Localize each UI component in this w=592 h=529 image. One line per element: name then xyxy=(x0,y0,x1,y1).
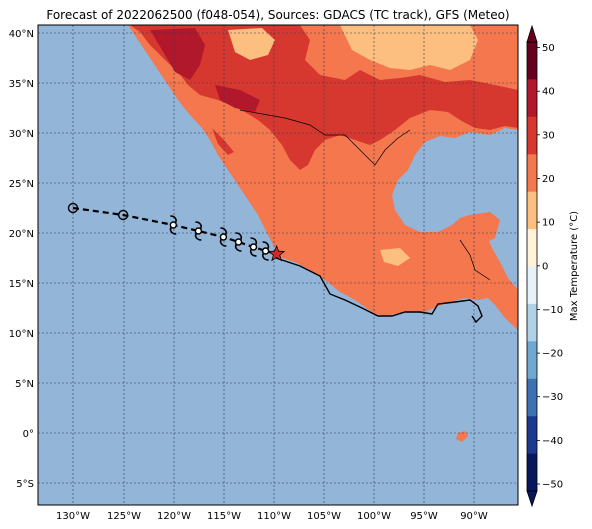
land-mild-patch xyxy=(380,248,410,266)
hurricane-symbol-icon xyxy=(219,227,228,247)
colorbar-tick-label: 30 xyxy=(542,130,555,141)
red-star-icon xyxy=(267,244,286,262)
land-yucatan xyxy=(455,212,500,245)
colorbar-segment xyxy=(527,416,537,455)
map-title: Forecast of 2022062500 (f048-054), Sourc… xyxy=(46,8,509,22)
grid-lines xyxy=(38,25,518,505)
lat-tick-label: 35°N xyxy=(9,79,34,90)
hurricane-symbol-icon xyxy=(249,237,258,257)
hurricane-symbol-icon xyxy=(194,221,203,241)
borders xyxy=(239,109,491,281)
hurricane-symbol-icon xyxy=(169,215,178,235)
lon-tick-label: 95°W xyxy=(410,511,438,522)
colorbar-tick-label: −50 xyxy=(542,480,563,491)
hurricane-symbol-center xyxy=(169,221,178,229)
land-mild-patch xyxy=(340,25,478,70)
colorbar-segment xyxy=(527,341,537,380)
hurricane-symbol-center xyxy=(261,247,270,255)
hurricane-symbol-center xyxy=(249,243,258,251)
colorbar-tick-label: 0 xyxy=(542,261,548,272)
colorbar-segment xyxy=(527,154,537,193)
colorbar-segment xyxy=(527,42,537,80)
hurricane-symbol-center xyxy=(219,233,228,241)
colorbar-tick-label: 50 xyxy=(542,43,555,54)
lon-tick-label: 120°W xyxy=(157,511,191,522)
lon-tick-labels: 130°W 125°W 120°W 115°W 110°W 105°W 100°… xyxy=(56,511,488,522)
lon-tick-label: 105°W xyxy=(307,511,341,522)
lon-tick-label: 130°W xyxy=(56,511,90,522)
colorbar-segment xyxy=(527,378,537,417)
lat-tick-label: 5°S xyxy=(16,479,34,490)
lat-tick-label: 0° xyxy=(23,429,34,440)
colorbar-tick-label: −20 xyxy=(542,349,563,360)
colorbar-top-arrow xyxy=(526,24,538,43)
colorbar-segment xyxy=(527,266,537,305)
hurricane-symbol-icon xyxy=(234,232,243,252)
land-very-hot-patch xyxy=(215,85,260,112)
lat-tick-label: 20°N xyxy=(9,229,34,240)
track-past-point xyxy=(117,209,129,221)
hurricane-symbol-icon xyxy=(261,241,270,261)
hurricane-symbol-center xyxy=(234,238,243,246)
colorbar-segment xyxy=(527,303,537,342)
plot-frame xyxy=(37,24,519,506)
track-past-point xyxy=(67,202,79,214)
land-galapagos xyxy=(456,431,468,442)
hurricane-symbol-center xyxy=(194,227,203,235)
lat-tick-label: 40°N xyxy=(9,29,34,40)
colorbar-tick-label: 20 xyxy=(542,174,555,185)
lon-tick-label: 90°W xyxy=(460,511,488,522)
colorbar: 50 40 30 20 10 0 −10 −20 −30 −40 −50 Max Temperatu… xyxy=(526,24,580,508)
lat-tick-label: 15°N xyxy=(9,279,34,290)
lon-tick-label: 100°W xyxy=(357,511,391,522)
land-very-hot-patch xyxy=(150,28,205,80)
lat-tick-label: 10°N xyxy=(9,329,34,340)
lon-tick-label: 110°W xyxy=(257,511,291,522)
colorbar-segment xyxy=(527,453,537,492)
colorbar-bottom-arrow xyxy=(526,490,538,508)
map-plot-area xyxy=(38,25,518,505)
colorbar-segments xyxy=(527,42,537,492)
colorbar-tick-label: −30 xyxy=(542,392,563,403)
colorbar-segment xyxy=(527,229,537,267)
colorbar-segment xyxy=(527,191,537,230)
lat-tick-labels: 40°N 35°N 30°N 25°N 20°N 15°N 10°N 5°N 0… xyxy=(9,29,34,490)
colorbar-label: Max Temperature (°C) xyxy=(569,211,580,321)
lon-tick-label: 125°W xyxy=(107,511,141,522)
colorbar-frame xyxy=(526,41,538,492)
lon-tick-label: 115°W xyxy=(207,511,241,522)
lat-tick-label: 5°N xyxy=(15,379,34,390)
lat-tick-label: 25°N xyxy=(9,179,34,190)
colorbar-tick-label: −10 xyxy=(542,305,563,316)
colorbar-segment xyxy=(527,116,537,155)
colorbar-segment xyxy=(527,79,537,118)
colorbar-tick-label: 10 xyxy=(542,218,555,229)
lat-tick-label: 30°N xyxy=(9,129,34,140)
land-mild-patch xyxy=(228,28,275,60)
land-baja-hot xyxy=(212,128,234,155)
colorbar-tick-label: −40 xyxy=(542,436,563,447)
wind-swath-line xyxy=(275,257,483,324)
tc-track-layer xyxy=(67,202,286,262)
colorbar-ticks: 50 40 30 20 10 0 −10 −20 −30 −40 −50 xyxy=(537,43,563,491)
colorbar-tick-label: 40 xyxy=(542,87,555,98)
land-baja-california xyxy=(205,118,272,196)
